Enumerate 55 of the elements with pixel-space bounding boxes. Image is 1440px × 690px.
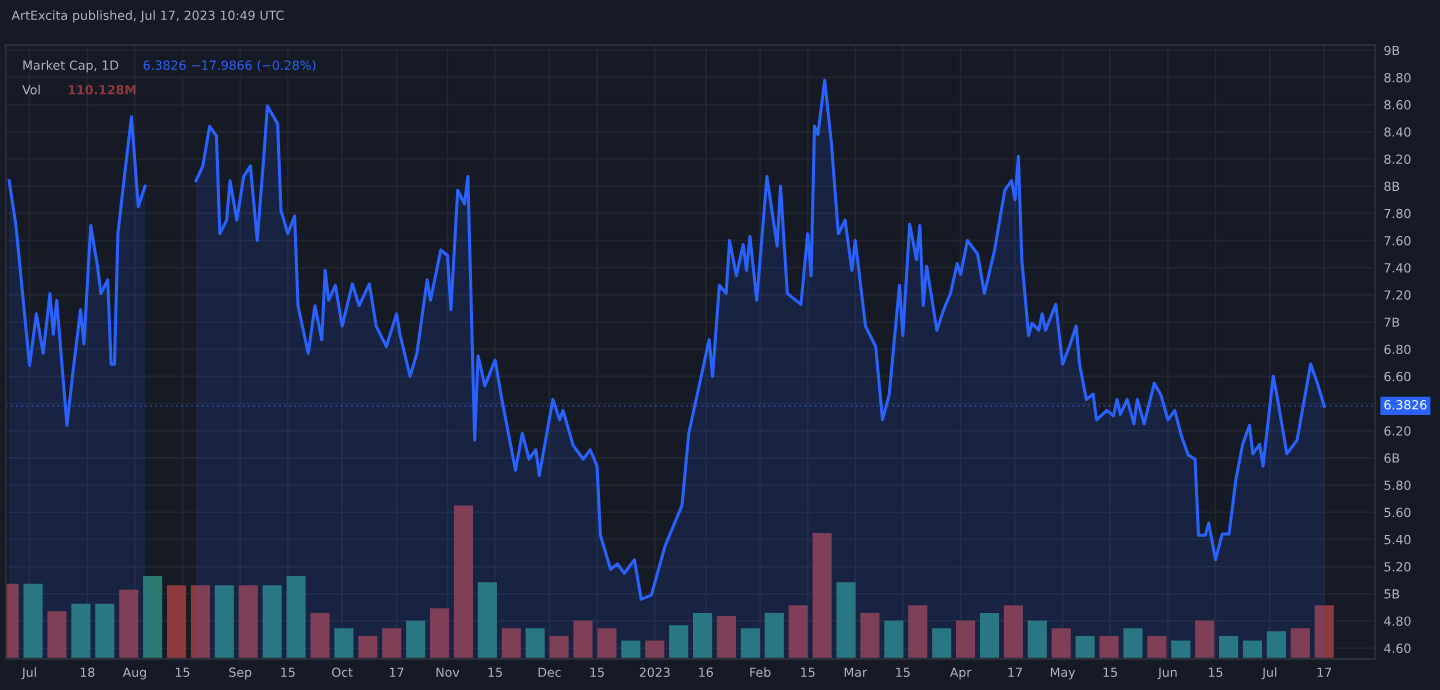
bar xyxy=(406,620,426,659)
bar xyxy=(310,612,330,659)
bar xyxy=(1027,620,1047,659)
bar xyxy=(1099,635,1119,659)
bar xyxy=(501,628,521,659)
bar xyxy=(95,603,115,659)
bar xyxy=(334,628,354,659)
bar xyxy=(956,620,976,659)
bar xyxy=(358,635,378,659)
bar xyxy=(286,576,306,659)
bar xyxy=(1171,640,1191,659)
bar xyxy=(1219,635,1239,659)
bar xyxy=(429,608,450,659)
bar xyxy=(119,589,139,659)
bar xyxy=(812,533,832,659)
bar xyxy=(1314,605,1334,659)
bar xyxy=(979,612,1000,659)
bar xyxy=(1147,635,1167,659)
bar xyxy=(1075,635,1095,659)
bar xyxy=(908,605,928,659)
bar xyxy=(214,585,234,659)
bar xyxy=(1195,620,1215,659)
bar xyxy=(1290,628,1310,659)
bar xyxy=(190,585,211,659)
bar xyxy=(1003,605,1023,659)
bar xyxy=(1266,631,1286,659)
bar xyxy=(692,612,713,659)
bar xyxy=(932,628,952,659)
bar xyxy=(477,582,497,659)
bar xyxy=(597,628,617,659)
bar xyxy=(47,611,67,659)
bar xyxy=(549,635,569,659)
bar xyxy=(788,605,808,659)
bar xyxy=(836,582,856,659)
bar xyxy=(621,640,641,659)
bar xyxy=(166,585,187,659)
bar xyxy=(71,603,91,659)
bar xyxy=(382,628,402,659)
bar xyxy=(716,615,737,659)
bar xyxy=(1242,640,1263,659)
bar xyxy=(884,620,904,659)
bar xyxy=(143,576,163,659)
bar xyxy=(453,505,474,659)
bar xyxy=(262,585,282,659)
bar xyxy=(573,620,593,659)
bar xyxy=(525,628,545,659)
bar xyxy=(669,625,689,659)
bar xyxy=(764,612,784,659)
bar xyxy=(1123,628,1143,659)
bar xyxy=(23,583,43,659)
bar xyxy=(860,612,880,659)
bar xyxy=(740,628,760,659)
bar xyxy=(1051,628,1071,659)
bar xyxy=(238,585,258,659)
bar xyxy=(645,640,665,659)
